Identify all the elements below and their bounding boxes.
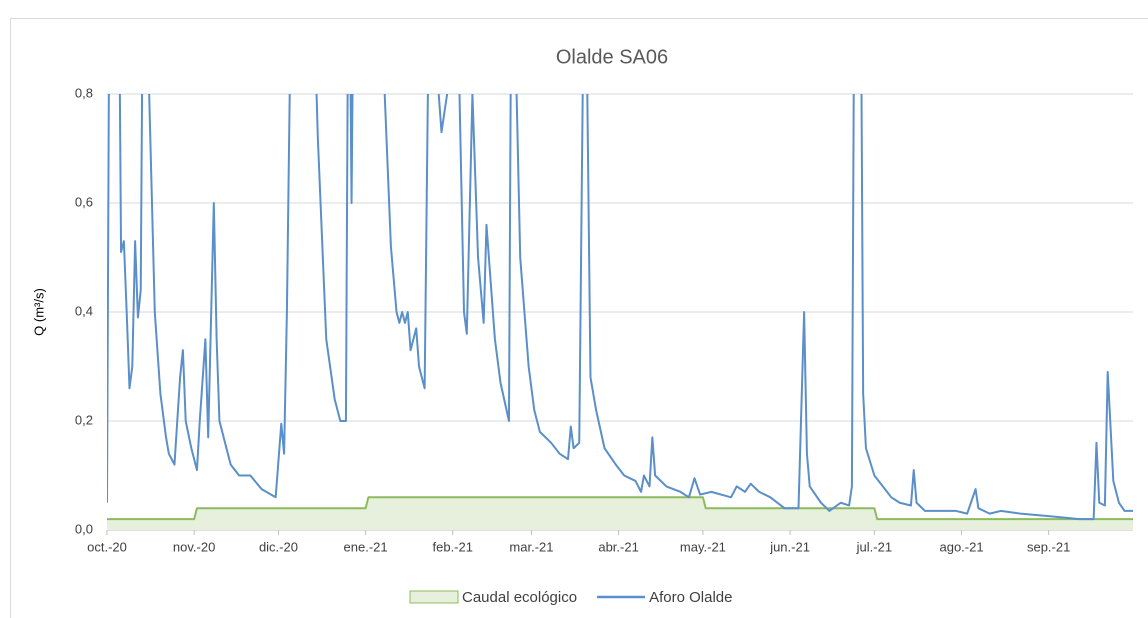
plot-area — [107, 94, 1133, 530]
x-tick-label: nov.-20 — [173, 539, 215, 554]
x-tick-label: dic.-20 — [259, 539, 298, 554]
x-tick-label: oct.-20 — [87, 539, 127, 554]
y-tick-label: 0,6 — [75, 194, 93, 209]
legend-swatch — [409, 590, 459, 604]
x-tick-label: ene.-21 — [344, 539, 388, 554]
x-tick-label: may.-21 — [680, 539, 726, 554]
x-tick-label: abr.-21 — [598, 539, 638, 554]
y-tick-label: 0,0 — [75, 521, 93, 536]
area-outline — [107, 496, 1133, 521]
chart-title: Olalde SA06 — [556, 46, 668, 68]
x-tick-label: jul.-21 — [856, 539, 892, 554]
x-tick-label: sep.-21 — [1027, 539, 1070, 554]
area — [107, 497, 1133, 530]
x-tick-label: ago.-21 — [939, 539, 983, 554]
y-tick-label: 0,2 — [75, 412, 93, 427]
legend-label: Aforo Olalde — [649, 589, 732, 606]
legend-label: Caudal ecológico — [462, 589, 577, 606]
x-tick-label: mar.-21 — [509, 539, 553, 554]
y-tick-label: 0,4 — [75, 303, 93, 318]
y-tick-label: 0,8 — [75, 85, 93, 100]
x-tick-label: feb.-21 — [433, 539, 473, 554]
y-axis-label: Q (m³/s) — [31, 288, 46, 336]
x-tick-label: jun.-21 — [769, 539, 810, 554]
line — [107, 94, 1133, 521]
